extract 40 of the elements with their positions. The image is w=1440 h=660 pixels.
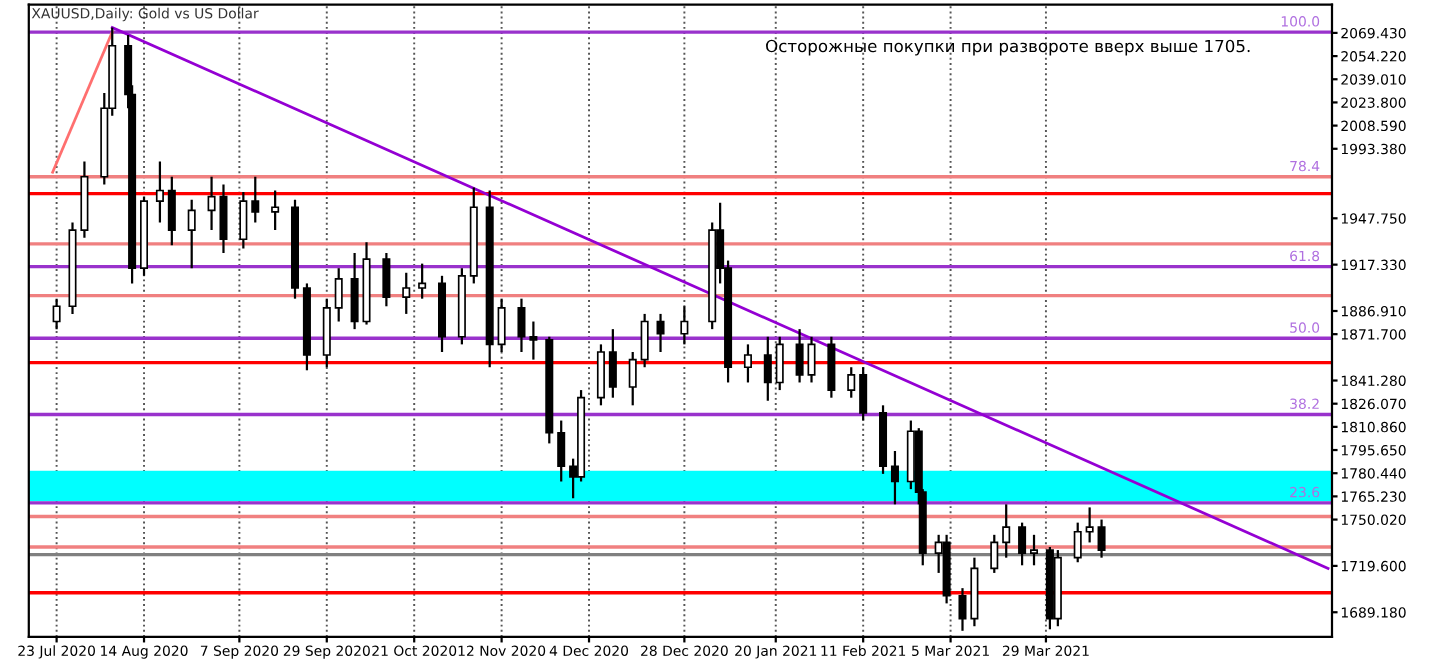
candlestick xyxy=(763,335,772,402)
candlestick xyxy=(656,312,665,354)
candlestick xyxy=(859,366,868,422)
candlestick xyxy=(608,328,617,399)
annotation: Осторожные покупки при развороте вверх выше 1705. xyxy=(766,39,1250,56)
candlestick xyxy=(1002,503,1011,559)
candlestick xyxy=(628,350,637,407)
candlestick xyxy=(334,267,343,323)
candlestick xyxy=(382,251,391,308)
candlestick xyxy=(990,533,999,575)
candlestick xyxy=(1018,521,1027,567)
candlestick xyxy=(827,335,836,399)
candlestick xyxy=(1073,521,1082,564)
candlestick xyxy=(239,190,248,250)
candlestick xyxy=(517,297,526,354)
candlestick xyxy=(251,175,260,224)
candlestick xyxy=(187,198,196,270)
candlestick xyxy=(890,449,899,506)
candlestick xyxy=(743,343,752,384)
candlestick xyxy=(680,305,689,346)
candlestick xyxy=(52,297,61,331)
candlestick xyxy=(557,419,566,483)
candlestick xyxy=(775,335,784,392)
candlestick xyxy=(350,251,359,331)
candlestick xyxy=(807,335,816,384)
candlestick xyxy=(640,312,649,369)
candlestick xyxy=(271,189,280,232)
candlestick xyxy=(497,297,506,354)
candlestick xyxy=(322,297,331,369)
candlestick xyxy=(1097,518,1106,559)
candlestick xyxy=(402,271,411,316)
candlestick xyxy=(1029,533,1039,567)
candlestick xyxy=(847,366,856,399)
candlestick xyxy=(418,262,427,300)
candlestick xyxy=(1085,506,1094,544)
candlestick xyxy=(596,343,605,407)
candlestick xyxy=(795,328,804,384)
candlestick xyxy=(167,175,176,247)
candlestick xyxy=(155,160,164,224)
candlestick xyxy=(529,320,538,361)
